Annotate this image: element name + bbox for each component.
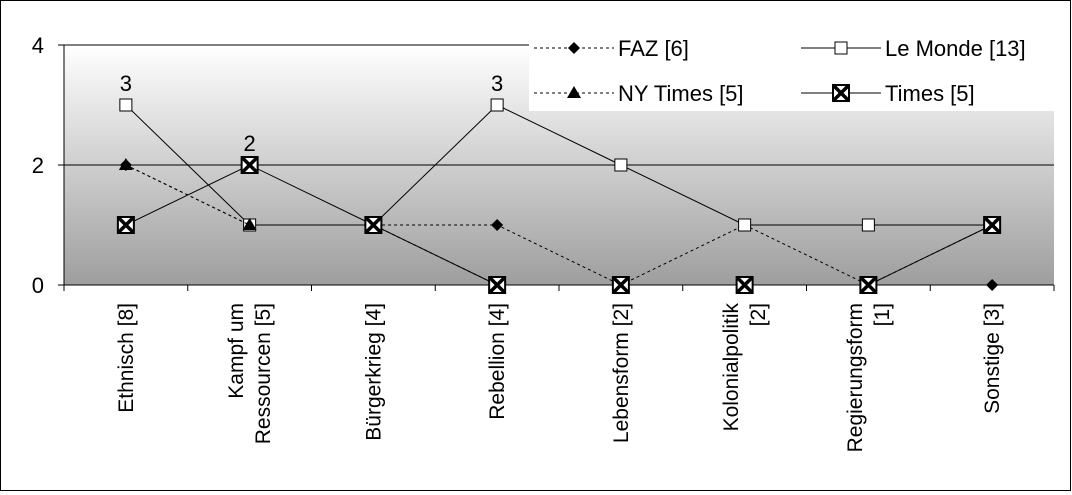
x-tick-label: Sonstige [3] [981, 303, 1004, 414]
x-tick-label: Regierungsform [1] [844, 303, 894, 452]
legend-item: Times [5] [801, 81, 975, 106]
data-point [611, 276, 630, 294]
y-tick-label: 2 [32, 153, 44, 178]
x-tick-label: Rebellion [4] [486, 303, 509, 420]
data-point [986, 279, 999, 291]
legend-item: Le Monde [13] [801, 36, 1026, 61]
data-point [240, 156, 259, 174]
legend-label: NY Times [5] [618, 81, 744, 106]
legend-label: FAZ [6] [618, 36, 689, 61]
data-point [491, 219, 504, 231]
series-line [125, 164, 993, 286]
data-point [116, 216, 135, 234]
data-point [490, 98, 504, 112]
data-point [735, 276, 754, 294]
data-point [859, 276, 878, 294]
x-tick-label: Ethnisch [8] [115, 303, 138, 413]
data-label: 3 [491, 71, 503, 96]
x-tick-label: Kampf um Ressourcen [5] [225, 303, 275, 444]
series-3 [116, 156, 1002, 294]
legend-marker [834, 41, 848, 55]
legend-marker [832, 84, 850, 102]
data-label: 2 [244, 131, 256, 156]
data-point [364, 216, 383, 234]
x-tick-label: Lebensform [2] [610, 303, 633, 443]
legend-marker [568, 42, 580, 54]
legend-label: Le Monde [13] [885, 36, 1026, 61]
x-tick-label: Bürgerkrieg [4] [362, 303, 385, 441]
legend-box [529, 21, 1063, 111]
legend-marker [567, 86, 581, 98]
y-tick-label: 4 [32, 33, 44, 58]
data-point [488, 276, 507, 294]
data-point [614, 158, 628, 172]
y-tick-label: 0 [32, 273, 44, 298]
data-point [118, 158, 133, 170]
x-tick-label: Kolonialpolitik [2] [720, 303, 770, 432]
data-point [119, 98, 133, 112]
legend-label: Times [5] [885, 81, 975, 106]
data-point [983, 216, 1002, 234]
legend-item: NY Times [5] [534, 81, 744, 106]
data-point [861, 218, 875, 232]
data-label: 3 [120, 71, 132, 96]
data-point [738, 218, 752, 232]
data-point [242, 218, 257, 230]
legend-item: FAZ [6] [534, 36, 689, 61]
